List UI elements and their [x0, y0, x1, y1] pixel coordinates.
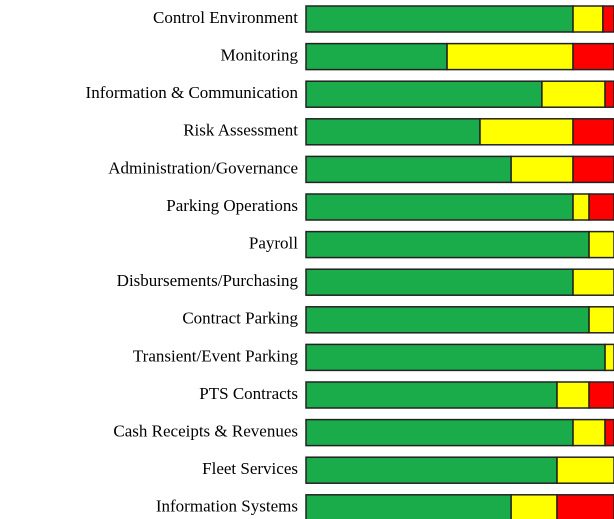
bar-segment — [305, 343, 606, 372]
bar-segment — [305, 306, 590, 334]
category-label: Control Environment — [153, 8, 298, 27]
bar-segment — [604, 343, 614, 372]
bar-segment — [510, 155, 574, 184]
bar-segment — [305, 230, 590, 259]
category-label: Contract Parking — [182, 309, 298, 328]
bar-segment — [572, 42, 614, 71]
category-label: Disbursements/Purchasing — [117, 271, 299, 290]
category-label: Parking Operations — [166, 196, 298, 215]
category-label: Fleet Services — [202, 459, 298, 478]
category-label: Information & Communication — [86, 83, 299, 102]
bar-segment — [588, 381, 614, 409]
category-label: Information Systems — [156, 497, 298, 516]
bar-segment — [510, 494, 558, 519]
category-label: Risk Assessment — [183, 121, 298, 140]
bar-segment — [305, 80, 543, 108]
category-label: Transient/Event Parking — [133, 346, 299, 365]
bar-segment — [305, 118, 481, 146]
category-label: Payroll — [249, 234, 298, 253]
category-label: Administration/Governance — [108, 158, 298, 177]
bar-segment — [572, 268, 614, 296]
bar-segment — [556, 456, 614, 484]
bar-segment — [305, 193, 574, 221]
bar-segment — [446, 42, 574, 71]
category-label: PTS Contracts — [199, 384, 298, 403]
bar-segment — [305, 42, 448, 71]
category-label: Cash Receipts & Revenues — [113, 422, 298, 441]
bar-segment — [556, 381, 590, 409]
bar-segment — [305, 268, 574, 296]
bar-segment — [572, 155, 614, 184]
bar-segment — [588, 306, 614, 334]
bar-segment — [602, 5, 614, 33]
bar-segment — [604, 80, 614, 108]
bar-segment — [604, 418, 614, 447]
bar-segment — [556, 494, 614, 519]
bar-segment — [305, 456, 558, 484]
bar-segment — [479, 118, 574, 146]
bar-segment — [588, 193, 614, 221]
bar-segment — [305, 494, 512, 519]
bar-segment — [572, 193, 590, 221]
bar-segment — [305, 155, 512, 184]
bar-segment — [305, 418, 574, 447]
bar-segment — [572, 418, 606, 447]
bar-segment — [572, 5, 604, 33]
bar-segment — [588, 230, 614, 259]
category-label: Monitoring — [221, 46, 299, 65]
bar-segment — [305, 381, 558, 409]
bar-segment — [305, 5, 574, 33]
bar-segment — [541, 80, 606, 108]
bar-segment — [572, 118, 614, 146]
